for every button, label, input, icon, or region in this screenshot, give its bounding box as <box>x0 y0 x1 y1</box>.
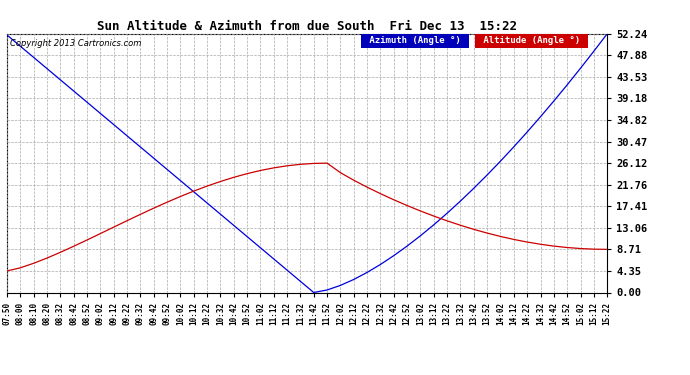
Text: Azimuth (Angle °): Azimuth (Angle °) <box>364 36 466 45</box>
Text: Altitude (Angle °): Altitude (Angle °) <box>478 36 586 45</box>
Title: Sun Altitude & Azimuth from due South  Fri Dec 13  15:22: Sun Altitude & Azimuth from due South Fr… <box>97 20 517 33</box>
Text: Copyright 2013 Cartronics.com: Copyright 2013 Cartronics.com <box>10 39 141 48</box>
